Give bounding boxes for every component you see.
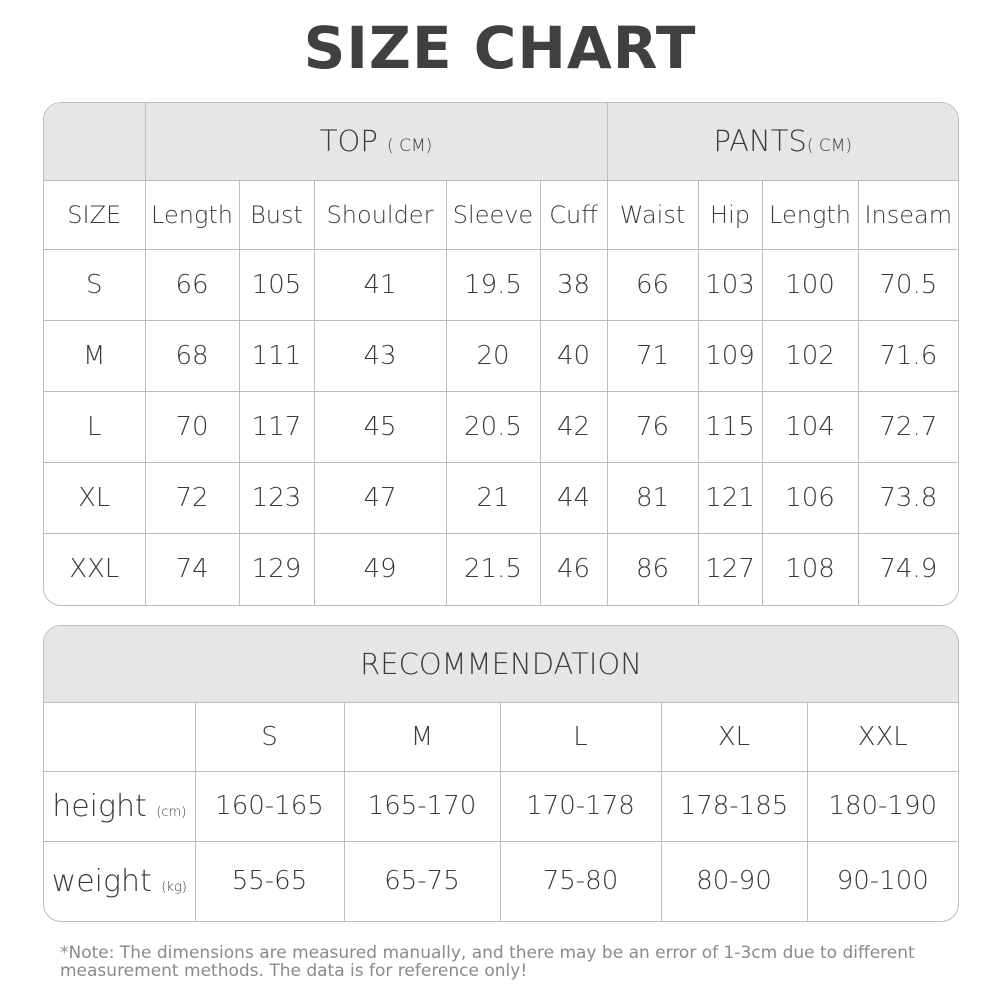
table-cell: 108: [761, 532, 859, 605]
size-header: M: [343, 701, 501, 771]
table-cell: 20: [445, 319, 541, 392]
table-cell: 44: [539, 461, 608, 534]
table-cell: 74.9: [857, 532, 958, 605]
column-header: SIZE: [44, 179, 146, 249]
corner-cell: [44, 103, 146, 181]
row-label-text: weight: [51, 863, 152, 899]
row-unit: (cm): [156, 804, 187, 820]
table-cell: 123: [238, 461, 315, 534]
table-row: S 66 105 41 19.5 38 66 103 100 70.5: [44, 248, 958, 321]
table-cell: 65-75: [343, 840, 501, 921]
column-header: Cuff: [539, 179, 608, 249]
table-row: M 68 111 43 20 40 71 109 102 71.6: [44, 319, 958, 392]
table-cell: 45: [313, 390, 447, 463]
column-header: Hip: [697, 179, 763, 249]
footnote: *Note: The dimensions are measured manua…: [60, 943, 915, 981]
table-cell: 72.7: [857, 390, 958, 463]
table-cell: 121: [697, 461, 763, 534]
table-cell: 180-190: [806, 770, 958, 842]
table-cell: 165-170: [343, 770, 501, 842]
table-row: height (cm) 160-165 165-170 170-178 178-185 1…: [44, 770, 958, 842]
column-header: Length: [761, 179, 859, 249]
pants-header: PANTS( CM): [606, 103, 958, 181]
table-cell: 81: [606, 461, 699, 534]
page-title: SIZE CHART: [303, 14, 697, 82]
table-cell: 170-178: [499, 770, 662, 842]
table-cell: 42: [539, 390, 608, 463]
column-header: Sleeve: [445, 179, 541, 249]
table-row: XXL 74 129 49 21.5 46 86 127 108 74.9: [44, 532, 958, 605]
table-cell: 21.5: [445, 532, 541, 605]
table-cell: 49: [313, 532, 447, 605]
row-label-text: height: [52, 788, 147, 824]
size-header: S: [194, 701, 345, 771]
table-cell: 68: [144, 319, 240, 392]
table-cell: 38: [539, 248, 608, 321]
table-cell: 75-80: [499, 840, 662, 921]
table-cell: 74: [144, 532, 240, 605]
size-label: XL: [44, 461, 146, 534]
table-cell: 70: [144, 390, 240, 463]
row-label: height (cm): [44, 770, 196, 842]
table-cell: 40: [539, 319, 608, 392]
column-header: Bust: [238, 179, 315, 249]
table-cell: 103: [697, 248, 763, 321]
table-cell: 47: [313, 461, 447, 534]
table-cell: 21: [445, 461, 541, 534]
table-cell: 76: [606, 390, 699, 463]
table-cell: 178-185: [660, 770, 808, 842]
size-label: XXL: [44, 532, 146, 605]
table-cell: 102: [761, 319, 859, 392]
size-table: TOP ( CM) PANTS( CM) SIZE Length Bust Shoul…: [43, 102, 959, 606]
table-cell: 20.5: [445, 390, 541, 463]
top-header: TOP ( CM): [144, 103, 608, 181]
table-cell: 46: [539, 532, 608, 605]
corner-cell: [44, 701, 196, 771]
size-label: M: [44, 319, 146, 392]
table-cell: 86: [606, 532, 699, 605]
column-header: Waist: [606, 179, 699, 249]
table-cell: 109: [697, 319, 763, 392]
recommendation-table: RECOMMENDATION S M L XL XXL height (cm) 160-1…: [43, 625, 959, 922]
table-row: L 70 117 45 20.5 42 76 115 104 72.7: [44, 390, 958, 463]
table-cell: 19.5: [445, 248, 541, 321]
size-label: L: [44, 390, 146, 463]
table-cell: 115: [697, 390, 763, 463]
table-cell: 105: [238, 248, 315, 321]
table-cell: 66: [606, 248, 699, 321]
table-cell: 106: [761, 461, 859, 534]
size-label: S: [44, 248, 146, 321]
size-header: L: [499, 701, 662, 771]
column-header: Length: [144, 179, 240, 249]
table-cell: 90-100: [806, 840, 958, 921]
table-cell: 71: [606, 319, 699, 392]
table-row: weight (kg) 55-65 65-75 75-80 80-90 90-100: [44, 840, 958, 921]
table-cell: 127: [697, 532, 763, 605]
row-label: weight (kg): [44, 840, 196, 921]
table-cell: 104: [761, 390, 859, 463]
table-cell: 66: [144, 248, 240, 321]
table-cell: 129: [238, 532, 315, 605]
table-cell: 80-90: [660, 840, 808, 921]
table-cell: 55-65: [194, 840, 345, 921]
recommendation-title: RECOMMENDATION: [44, 626, 958, 703]
table-cell: 72: [144, 461, 240, 534]
table-cell: 117: [238, 390, 315, 463]
table-cell: 71.6: [857, 319, 958, 392]
table-cell: 160-165: [194, 770, 345, 842]
column-header: Shoulder: [313, 179, 447, 249]
table-row: XL 72 123 47 21 44 81 121 106 73.8: [44, 461, 958, 534]
table-cell: 73.8: [857, 461, 958, 534]
table-cell: 100: [761, 248, 859, 321]
size-header: XL: [660, 701, 808, 771]
size-header: XXL: [806, 701, 958, 771]
column-header: Inseam: [857, 179, 958, 249]
table-cell: 70.5: [857, 248, 958, 321]
row-unit: (kg): [161, 879, 187, 895]
table-cell: 43: [313, 319, 447, 392]
table-cell: 41: [313, 248, 447, 321]
table-cell: 111: [238, 319, 315, 392]
